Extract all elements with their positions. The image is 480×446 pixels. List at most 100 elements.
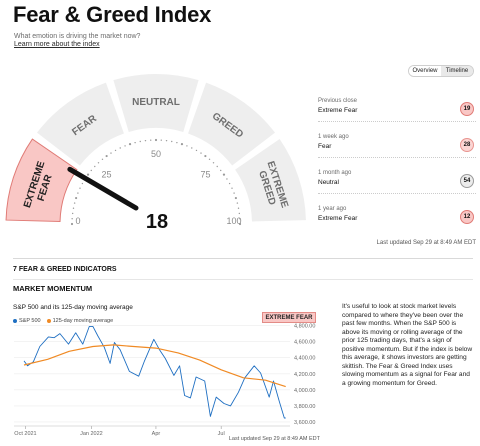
gauge-tick: [195, 149, 198, 152]
gauge-tick: [216, 165, 218, 168]
x-tick-label: Jul: [218, 431, 225, 436]
gauge-tick: [119, 147, 121, 149]
history-label: 1 year ago: [318, 206, 347, 212]
gauge-tick: [228, 182, 231, 185]
gauge-tick: [97, 162, 100, 164]
gauge-tick: [160, 139, 162, 141]
history-sentiment: Extreme Fear: [318, 107, 358, 114]
gauge-tick: [200, 152, 202, 154]
gauge-tick: [239, 218, 241, 220]
series-color-dot: [46, 318, 51, 323]
history-score-badge: 54: [460, 174, 474, 188]
history-sentiment: Fear: [318, 143, 332, 150]
gauge-scale-label: 100: [226, 216, 241, 226]
gauge-needle: [67, 166, 139, 211]
gauge-scale-label: 75: [200, 170, 210, 180]
history-previous-close: Previous close Extreme Fear 19: [318, 98, 476, 122]
gauge-tick: [233, 192, 235, 194]
gauge-tick: [114, 149, 117, 152]
gauge-tick: [101, 158, 104, 160]
history-score-badge: 28: [460, 138, 474, 152]
y-tick-label: 3,600.00: [294, 420, 315, 426]
gauge-tick: [165, 139, 168, 142]
chart-last-updated: Last updated Sep 29 at 8:49 AM EDT: [228, 436, 320, 442]
y-tick-label: 4,600.00: [294, 340, 315, 346]
gauge-segment-greed: [188, 82, 276, 166]
history-label: 1 month ago: [318, 170, 352, 176]
gauge-tick: [176, 141, 178, 144]
gauge-tick: [171, 140, 173, 143]
y-tick-label: 4,800.00: [294, 324, 315, 330]
gauge-tick: [71, 212, 74, 215]
legend-label: S&P 500: [19, 318, 41, 324]
gauge-scale-label: 50: [151, 149, 161, 159]
gauge-tick: [237, 207, 240, 209]
indicator-description: It's useful to look at stock market leve…: [342, 303, 473, 387]
gauge-tick: [81, 182, 84, 185]
gauge-tick: [90, 169, 92, 172]
page-subtitle: What emotion is driving the market now?: [14, 33, 141, 40]
gauge-segment-neutral: [113, 74, 199, 132]
gauge-tick: [71, 218, 73, 220]
gauge-tick: [226, 178, 228, 180]
indicator-status-badge: EXTREME FEAR: [262, 312, 316, 323]
gauge-tick: [73, 202, 76, 204]
gauge-scale-label: 25: [101, 170, 111, 180]
chart-legend: S&P 500 125-day moving average: [13, 318, 113, 324]
history-label: 1 week ago: [318, 134, 349, 140]
indicators-section-title: 7 FEAR & GREED INDICATORS: [13, 266, 117, 273]
divider: [13, 258, 473, 259]
gauge-scale-label: 0: [75, 216, 80, 226]
history-1-year-ago: 1 year ago Extreme Fear 12: [318, 206, 476, 224]
gauge-tick: [238, 222, 242, 226]
gauge-segment-label: NEUTRAL: [132, 97, 180, 108]
divider: [318, 121, 476, 122]
divider: [13, 279, 473, 280]
gauge-tick: [180, 143, 184, 146]
gauge-tick: [208, 158, 211, 160]
gauge-tick: [144, 139, 147, 142]
tab-timeline[interactable]: Timeline: [441, 66, 473, 76]
series-color-dot: [13, 318, 17, 323]
legend-item-sp500: S&P 500: [13, 318, 41, 324]
divider: [318, 193, 476, 194]
market-momentum-chart: 3,600.00 3,800.00 4,000.00 4,200.00 4,400.00…: [14, 324, 315, 436]
history-score-badge: 19: [460, 102, 474, 116]
legend-label: 125-day moving average: [52, 318, 114, 324]
x-tick-label: Jan 2022: [80, 431, 103, 436]
indicator-title: MARKET MOMENTUM: [13, 284, 93, 293]
tab-overview[interactable]: Overview: [409, 66, 441, 76]
history-sentiment: Neutral: [318, 179, 339, 186]
gauge-tick: [128, 143, 132, 146]
view-tabs: Overview Timeline: [408, 65, 474, 77]
history-label: Previous close: [318, 98, 358, 104]
gauge-tick: [70, 222, 74, 226]
learn-more-link[interactable]: Learn more about the index: [14, 41, 100, 48]
history-sentiment: Extreme Fear: [318, 215, 358, 222]
divider: [318, 157, 476, 158]
gauge-segment-extreme-fear: [5, 138, 78, 222]
gauge-tick: [72, 207, 75, 209]
gauge-tick: [212, 162, 215, 164]
gauge-tick: [105, 154, 108, 158]
gauge-segment-fear: [36, 82, 124, 166]
history-1-week-ago: 1 week ago Fear 28: [318, 134, 476, 158]
last-updated: Last updated Sep 29 at 8:49 AM EDT: [376, 240, 476, 246]
gauge-tick: [154, 138, 158, 142]
x-tick-label: Oct 2021: [14, 431, 36, 436]
chart-title: S&P 500 and its 125-day moving average: [13, 304, 133, 311]
history-score-badge: 12: [460, 210, 474, 224]
gauge-value: 18: [146, 211, 168, 233]
gauge-tick: [204, 154, 207, 158]
gauge-tick: [150, 139, 152, 141]
y-tick-label: 4,400.00: [294, 356, 315, 362]
gauge-tick: [139, 140, 141, 143]
y-tick-label: 4,000.00: [294, 388, 315, 394]
gauge-tick: [234, 196, 237, 200]
gauge-tick: [75, 196, 78, 200]
gauge-tick: [191, 147, 193, 149]
gauge-tick: [222, 173, 226, 176]
y-tick-label: 3,800.00: [294, 404, 315, 410]
series-line-sp500: [23, 325, 286, 419]
gauge-tick: [236, 202, 239, 204]
